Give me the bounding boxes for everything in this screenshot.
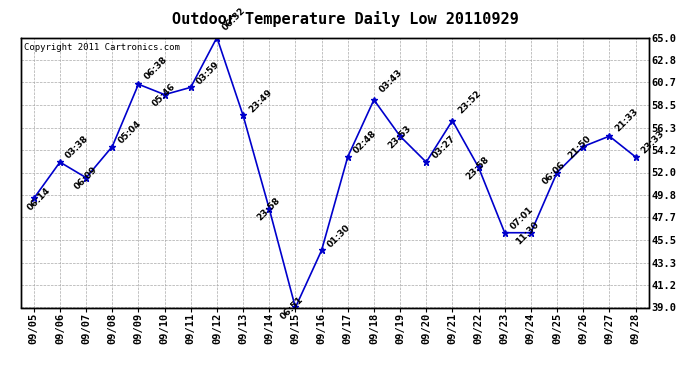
- Text: 06:09: 06:09: [72, 165, 99, 192]
- Text: 21:50: 21:50: [566, 134, 593, 160]
- Text: 23:52: 23:52: [457, 88, 483, 115]
- Text: 05:46: 05:46: [150, 82, 177, 108]
- Text: 05:04: 05:04: [117, 118, 143, 145]
- Text: 11:30: 11:30: [514, 220, 541, 247]
- Text: 06:32: 06:32: [221, 5, 248, 32]
- Text: 06:38: 06:38: [143, 55, 169, 81]
- Text: 23:53: 23:53: [386, 123, 413, 150]
- Text: 23:49: 23:49: [247, 87, 274, 114]
- Text: Copyright 2011 Cartronics.com: Copyright 2011 Cartronics.com: [24, 43, 179, 52]
- Text: 06:06: 06:06: [540, 160, 566, 186]
- Text: 01:30: 01:30: [326, 223, 352, 249]
- Text: 23:58: 23:58: [255, 196, 282, 223]
- Text: Outdoor Temperature Daily Low 20110929: Outdoor Temperature Daily Low 20110929: [172, 11, 518, 27]
- Text: 23:33: 23:33: [640, 129, 667, 156]
- Text: 02:48: 02:48: [352, 129, 379, 156]
- Text: 07:01: 07:01: [509, 205, 535, 231]
- Text: 03:59: 03:59: [195, 59, 221, 86]
- Text: 03:38: 03:38: [64, 134, 90, 161]
- Text: 21:33: 21:33: [613, 107, 640, 134]
- Text: 06:51: 06:51: [279, 295, 305, 321]
- Text: 03:27: 03:27: [431, 134, 457, 161]
- Text: 23:58: 23:58: [464, 154, 491, 181]
- Text: 06:14: 06:14: [26, 186, 52, 212]
- Text: 03:43: 03:43: [378, 68, 404, 94]
